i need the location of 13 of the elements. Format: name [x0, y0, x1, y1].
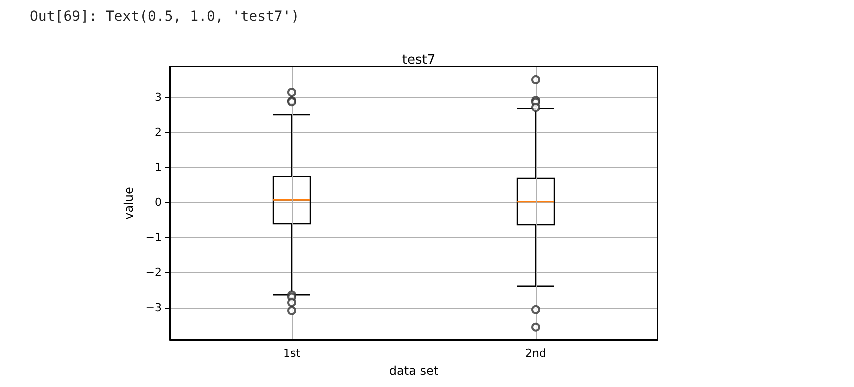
chart-title: test7 — [402, 53, 436, 68]
y-tick-label: −2 — [146, 266, 162, 280]
y-tick-label: 3 — [155, 90, 162, 104]
y-tick-label: 1 — [155, 161, 162, 174]
text: Out[69]: Text(0.5, 1.0, 'test7') — [30, 9, 300, 25]
y-axis-title: value — [122, 187, 136, 220]
y-tick-label: −3 — [146, 301, 162, 314]
x-tick-label: 2nd — [526, 347, 546, 360]
y-tick-label: 2 — [155, 126, 162, 140]
y-tick-label: −1 — [146, 231, 162, 244]
y-tick-label: 0 — [155, 196, 162, 210]
x-axis-title: data set — [389, 364, 439, 378]
x-tick-label: 1st — [283, 347, 302, 360]
